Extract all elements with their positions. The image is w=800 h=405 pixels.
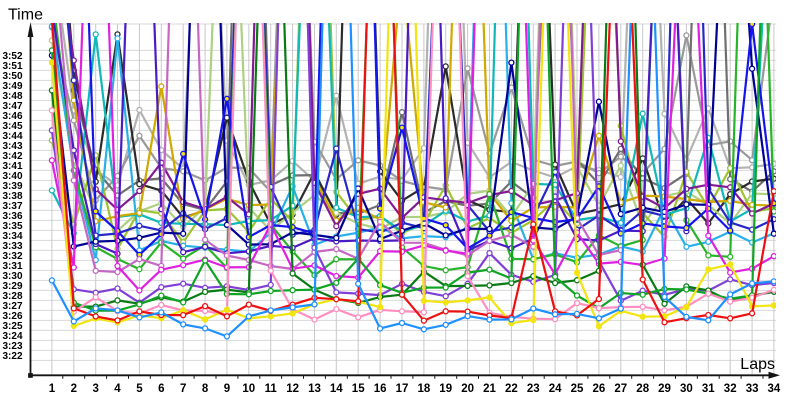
svg-text:28: 28 (636, 383, 649, 395)
svg-text:16: 16 (374, 383, 387, 395)
svg-text:9: 9 (224, 383, 230, 395)
svg-text:20: 20 (461, 383, 474, 395)
svg-text:10: 10 (242, 383, 255, 395)
svg-text:6: 6 (158, 383, 164, 395)
svg-text:3:22: 3:22 (2, 351, 22, 362)
svg-text:3: 3 (92, 383, 98, 395)
svg-text:21: 21 (483, 383, 496, 395)
svg-text:5: 5 (136, 383, 143, 395)
svg-text:3:36: 3:36 (2, 211, 22, 222)
svg-text:3:25: 3:25 (2, 321, 22, 332)
svg-text:3:23: 3:23 (2, 341, 22, 352)
svg-text:3:39: 3:39 (2, 181, 22, 192)
svg-text:34: 34 (768, 383, 781, 395)
svg-text:4: 4 (114, 383, 121, 395)
svg-text:22: 22 (505, 383, 518, 395)
svg-text:3:37: 3:37 (2, 201, 22, 212)
svg-text:11: 11 (265, 383, 278, 395)
svg-text:3:28: 3:28 (2, 291, 22, 302)
svg-text:3:44: 3:44 (2, 131, 22, 142)
svg-text:3:50: 3:50 (2, 71, 22, 82)
svg-text:3:41: 3:41 (2, 161, 22, 172)
svg-text:23: 23 (527, 383, 540, 395)
svg-text:13: 13 (308, 383, 321, 395)
svg-text:3:27: 3:27 (2, 301, 22, 312)
svg-text:26: 26 (593, 383, 606, 395)
svg-text:3:29: 3:29 (2, 281, 22, 292)
svg-text:33: 33 (746, 383, 759, 395)
svg-text:32: 32 (724, 383, 737, 395)
svg-text:3:40: 3:40 (2, 171, 22, 182)
svg-text:31: 31 (702, 383, 715, 395)
svg-text:12: 12 (286, 383, 299, 395)
svg-text:3:48: 3:48 (2, 91, 22, 102)
svg-text:29: 29 (658, 383, 671, 395)
svg-text:30: 30 (680, 383, 693, 395)
svg-text:3:38: 3:38 (2, 191, 22, 202)
svg-text:1: 1 (49, 383, 56, 395)
svg-text:17: 17 (396, 383, 409, 395)
svg-text:3:33: 3:33 (2, 241, 22, 252)
svg-text:Time: Time (8, 7, 43, 24)
svg-text:3:46: 3:46 (2, 111, 22, 122)
svg-text:3:34: 3:34 (2, 231, 22, 242)
svg-text:3:24: 3:24 (2, 331, 22, 342)
svg-text:3:42: 3:42 (2, 151, 22, 162)
svg-text:3:30: 3:30 (2, 271, 22, 282)
svg-text:27: 27 (614, 383, 627, 395)
svg-text:24: 24 (549, 383, 562, 395)
svg-text:18: 18 (418, 383, 431, 395)
svg-text:3:47: 3:47 (2, 101, 22, 112)
svg-text:3:31: 3:31 (2, 261, 22, 272)
svg-text:25: 25 (571, 383, 584, 395)
svg-text:3:35: 3:35 (2, 221, 22, 232)
svg-text:3:52: 3:52 (2, 51, 22, 62)
svg-text:3:49: 3:49 (2, 81, 22, 92)
svg-text:2: 2 (71, 383, 77, 395)
svg-text:14: 14 (330, 383, 343, 395)
svg-text:8: 8 (202, 383, 209, 395)
svg-text:15: 15 (352, 383, 365, 395)
svg-text:3:43: 3:43 (2, 141, 22, 152)
svg-text:7: 7 (180, 383, 186, 395)
svg-text:3:26: 3:26 (2, 311, 22, 322)
svg-text:Laps: Laps (740, 356, 775, 373)
svg-text:3:51: 3:51 (2, 61, 22, 72)
svg-text:19: 19 (439, 383, 452, 395)
svg-text:3:45: 3:45 (2, 121, 22, 132)
svg-text:3:32: 3:32 (2, 251, 22, 262)
